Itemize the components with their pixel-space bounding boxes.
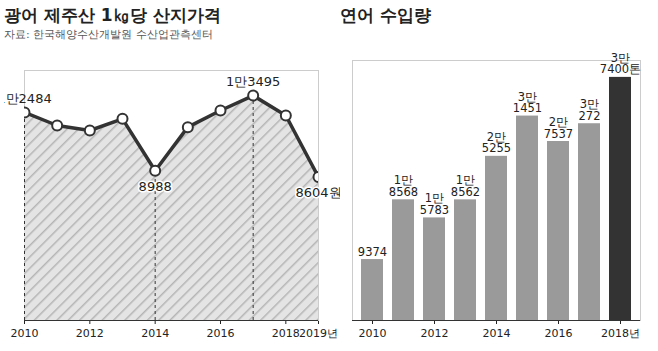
svg-text:2014: 2014 [141, 327, 169, 340]
svg-text:1만8562: 1만8562 [451, 173, 480, 199]
svg-text:1만2484: 1만2484 [4, 91, 52, 106]
svg-text:2012: 2012 [421, 327, 449, 340]
svg-text:8604원: 8604원 [295, 185, 340, 200]
svg-text:3만1451: 3만1451 [513, 90, 542, 116]
svg-text:2016: 2016 [207, 327, 235, 340]
svg-text:8988: 8988 [139, 179, 172, 194]
svg-text:2만7537: 2만7537 [544, 115, 573, 140]
svg-text:1만3495: 1만3495 [226, 74, 280, 89]
svg-text:2010: 2010 [11, 327, 39, 340]
svg-text:3만7400톤: 3만7400톤 [600, 51, 641, 77]
html-text:광어 제주산 1㎏당 산지가격: 광어 제주산 1㎏당 산지가격 [4, 5, 221, 25]
svg-text:2019년: 2019년 [299, 327, 338, 340]
svg-text:2010: 2010 [359, 327, 387, 340]
svg-text:2만5255: 2만5255 [482, 130, 511, 156]
svg-text:1만5783: 1만5783 [420, 191, 449, 217]
svg-text:2018년: 2018년 [601, 327, 640, 340]
svg-text:2014: 2014 [483, 327, 511, 340]
svg-text:2016: 2016 [545, 327, 573, 340]
html-text:자료: 한국해양수산개발원 수산업관측센터: 자료: 한국해양수산개발원 수산업관측센터 [4, 28, 213, 41]
html-text:연어 수입량: 연어 수입량 [340, 5, 431, 25]
svg-text:2012: 2012 [76, 327, 104, 340]
svg-text:1만8568: 1만8568 [389, 173, 418, 199]
svg-text:9374: 9374 [358, 245, 387, 259]
svg-text:3만272: 3만272 [579, 97, 601, 123]
svg-text:2018: 2018 [272, 327, 300, 340]
